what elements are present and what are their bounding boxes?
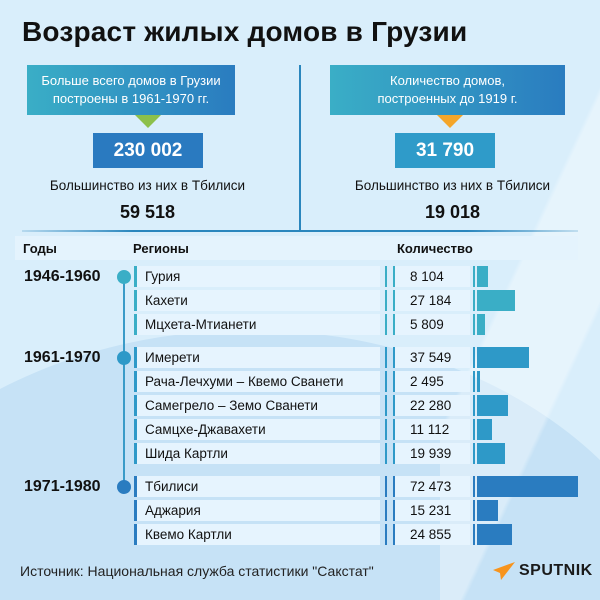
sputnik-logo-icon (493, 562, 515, 580)
left-callout-line1: Больше всего домов в Грузии (41, 73, 221, 88)
cell-separator (385, 476, 387, 497)
region-name: Тбилиси (134, 476, 380, 497)
bar-separator (473, 266, 475, 287)
quantity-value: 27 184 (393, 290, 470, 311)
quantity-bar (477, 266, 488, 287)
page-title: Возраст жилых домов в Грузии (22, 16, 468, 47)
table-header: Годы Регионы Количество (15, 236, 578, 260)
quantity-value: 15 231 (393, 500, 470, 521)
period-label: 1946-1960 (24, 268, 101, 285)
bar-separator (473, 524, 475, 545)
quantity-value: 22 280 (393, 395, 470, 416)
quantity-value: 19 939 (393, 443, 470, 464)
quantity-bar (477, 395, 508, 416)
cell-separator (385, 419, 387, 440)
region-name: Имерети (134, 347, 380, 368)
quantity-bar (477, 524, 512, 545)
bar-separator (473, 443, 475, 464)
bar-separator (473, 476, 475, 497)
region-name: Самцхе-Джавахети (134, 419, 380, 440)
period-label: 1971-1980 (24, 478, 101, 495)
bar-separator (473, 347, 475, 368)
quantity-value: 8 104 (393, 266, 470, 287)
region-name: Самегрело – Земо Сванети (134, 395, 380, 416)
cell-separator (385, 443, 387, 464)
quantity-bar (477, 500, 498, 521)
cell-separator (385, 266, 387, 287)
sputnik-logo-text: SPUTNIK (519, 562, 593, 579)
cell-separator (385, 290, 387, 311)
quantity-value: 37 549 (393, 347, 470, 368)
left-callout-line2: построены в 1961-1970 гг. (52, 91, 210, 106)
header-quantity: Количество (397, 241, 473, 256)
region-name: Мцхета-Мтианети (134, 314, 380, 335)
right-sub-value: 19 018 (424, 202, 481, 222)
source-note: Источник: Национальная служба статистики… (20, 563, 374, 579)
quantity-value: 24 855 (393, 524, 470, 545)
timeline-dot-icon (117, 480, 131, 494)
quantity-bar (477, 443, 505, 464)
right-sub-label: Большинство из них в Тбилиси (354, 178, 551, 193)
quantity-bar (477, 371, 480, 392)
quantity-value: 11 112 (393, 419, 470, 440)
cell-separator (385, 524, 387, 545)
quantity-value: 72 473 (393, 476, 470, 497)
header-years: Годы (23, 241, 57, 256)
cell-separator (385, 500, 387, 521)
timeline-dot-icon (117, 351, 131, 365)
orange-triangle-icon (437, 115, 463, 128)
quantity-bar (477, 419, 492, 440)
left-sub-value: 59 518 (119, 202, 176, 222)
right-callout: Количество домов, построенных до 1919 г. (330, 65, 565, 115)
bar-separator (473, 290, 475, 311)
bar-separator (473, 314, 475, 335)
timeline-dot-icon (117, 270, 131, 284)
right-total-value: 31 790 (395, 133, 495, 168)
region-name: Шида Картли (134, 443, 380, 464)
cell-separator (385, 347, 387, 368)
period-label: 1961-1970 (24, 349, 101, 366)
quantity-bar (477, 476, 578, 497)
bar-separator (473, 371, 475, 392)
quantity-bar (477, 290, 515, 311)
bar-separator (473, 395, 475, 416)
cell-separator (385, 314, 387, 335)
right-callout-line1: Количество домов, (390, 73, 505, 88)
cell-separator (385, 395, 387, 416)
region-name: Кахети (134, 290, 380, 311)
region-name: Рача-Лечхуми – Квемо Сванети (134, 371, 380, 392)
region-name: Аджария (134, 500, 380, 521)
cell-separator (385, 371, 387, 392)
region-name: Гурия (134, 266, 380, 287)
left-callout: Больше всего домов в Грузии построены в … (27, 65, 235, 115)
bar-separator (473, 419, 475, 440)
sputnik-logo: SPUTNIK (493, 562, 593, 580)
region-name: Квемо Картли (134, 524, 380, 545)
quantity-value: 5 809 (393, 314, 470, 335)
quantity-bar (477, 347, 529, 368)
horizontal-divider (22, 230, 578, 232)
right-callout-line2: построенных до 1919 г. (377, 91, 518, 106)
timeline-line (123, 280, 125, 488)
green-triangle-icon (135, 115, 161, 128)
left-sub-label: Большинство из них в Тбилиси (49, 178, 246, 193)
bar-separator (473, 500, 475, 521)
quantity-value: 2 495 (393, 371, 470, 392)
quantity-bar (477, 314, 485, 335)
header-regions: Регионы (133, 241, 189, 256)
vertical-divider (299, 65, 301, 231)
left-total-value: 230 002 (93, 133, 203, 168)
